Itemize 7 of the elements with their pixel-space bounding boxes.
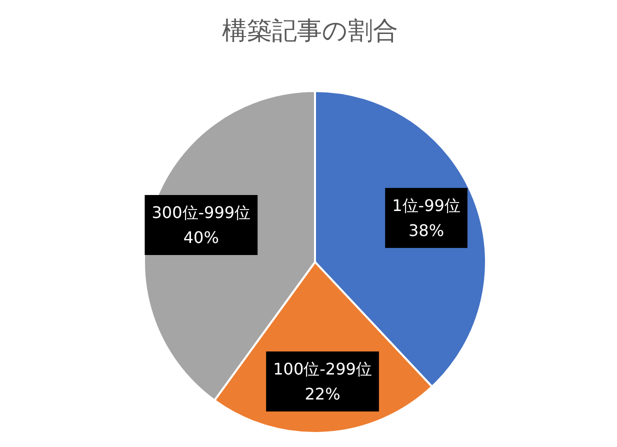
slice-label: 100位-299位 — [273, 359, 372, 378]
data-label: 22% — [304, 384, 340, 404]
slice-label: 300位-999位 — [152, 203, 251, 222]
data-label: 40% — [183, 228, 219, 248]
chart-title: 構築記事の割合 — [221, 15, 399, 47]
data-label: 38% — [408, 220, 444, 240]
slice-label: 1位-99位 — [392, 196, 460, 215]
